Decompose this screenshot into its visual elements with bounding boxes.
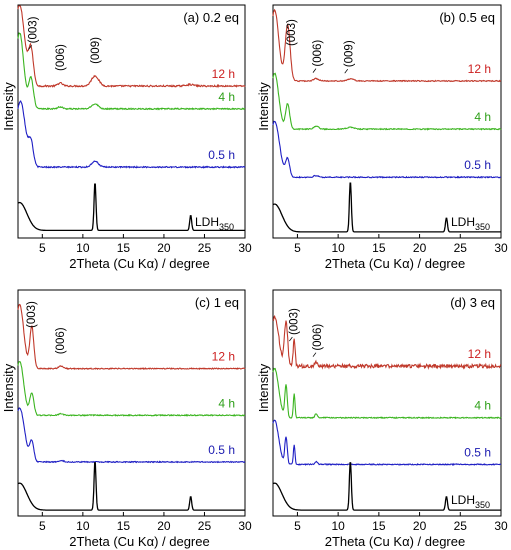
x-axis-label: 2Theta (Cu Kα) / degree [69,256,209,271]
panel-title: (a) 0.2 eq [183,10,239,25]
x-tick-label: 20 [413,519,427,533]
trace-LDH [272,182,501,233]
annotation-pointer [312,352,317,357]
x-tick-label: 25 [198,241,212,255]
annotation-pointer [289,336,293,342]
panel-title: (d) 3 eq [450,295,495,310]
panel-3: 12 h 4 h 0.5 h (c) 1 eq (003) (006) 5 10 15 20 25 3… [1,289,252,549]
x-axis-label: 2Theta (Cu Kα) / degree [69,534,209,549]
y-axis-label: Intensity [1,82,16,131]
x-tick-label: 20 [413,241,427,255]
hkl-annotation: (003) [28,16,40,43]
x-axis-label: 2Theta (Cu Kα) / degree [325,534,465,549]
hkl-annotation: (006) [55,44,67,71]
trace-0p5h [17,100,246,169]
x-tick-label: 10 [76,519,90,533]
trace-4h [272,367,502,420]
x-tick-label: 30 [238,519,252,533]
ldh-label: LDH350 [451,215,490,232]
x-tick-label: 15 [117,241,131,255]
hkl-annotation: (003) [26,301,38,328]
x-axis-label: 2Theta (Cu Kα) / degree [325,256,465,271]
series-label: 4 h [218,396,235,410]
panel-4: 12 h 4 h 0.5 h LDH350 (d) 3 eq (003) (006) 5 10 1… [256,289,508,549]
panel-title: (c) 1 eq [195,295,239,310]
series-label: 0.5 h [208,148,235,162]
trace-12h [17,303,246,371]
trace-LDH [17,183,245,232]
trace-12h [272,8,502,83]
x-tick-label: 10 [331,241,345,255]
series-label: 0.5 h [464,158,491,172]
y-axis-label: Intensity [256,363,271,412]
y-axis-label: Intensity [1,363,16,412]
panel-title: (b) 0.5 eq [439,10,495,25]
y-axis-label: Intensity [256,82,271,131]
hkl-annotation: (006) [312,324,324,351]
x-tick-label: 30 [238,241,252,255]
trace-4h [17,360,246,417]
series-label: 12 h [468,62,491,76]
series-label: 0.5 h [464,445,491,459]
trace-12h [17,5,246,89]
panel-1: 12 h 4 h 0.5 h LDH350 (a) 0.2 eq (003) (006) (0… [1,4,252,271]
annotation-pointer [312,68,317,73]
hkl-annotation: (006) [55,327,67,354]
trace-12h [272,314,502,370]
x-tick-label: 30 [494,519,508,533]
ldh-label: LDH350 [451,493,490,510]
hkl-annotation: (009) [344,40,356,67]
x-tick-label: 25 [454,241,468,255]
x-tick-label: 15 [372,519,386,533]
x-tick-label: 20 [157,519,171,533]
ldh-label: LDH350 [195,215,234,232]
trace-0p5h [272,120,501,179]
x-tick-label: 5 [294,241,301,255]
plot-frame [17,289,246,517]
x-tick-label: 20 [157,241,171,255]
series-label: 4 h [474,110,491,124]
annotation-pointer [344,68,349,74]
annotation-pointer [28,45,32,50]
x-tick-label: 25 [198,519,212,533]
series-label: 12 h [212,67,235,81]
plot-frame [272,4,502,239]
hkl-annotation: (006) [312,40,324,67]
x-tick-label: 5 [294,519,301,533]
x-tick-label: 15 [372,241,386,255]
hkl-annotation: (009) [90,37,102,64]
series-label: 4 h [474,399,491,413]
panel-2: 12 h 4 h 0.5 h LDH350 (b) 0.5 eq (003) (006) (0… [256,4,508,271]
plot-frame [272,289,502,517]
hkl-annotation: (003) [288,308,300,335]
trace-0p5h [272,419,501,466]
x-tick-label: 5 [39,519,46,533]
series-label: 12 h [212,350,235,364]
x-tick-label: 15 [117,519,131,533]
series-label: 4 h [218,90,235,104]
x-tick-label: 30 [494,241,508,255]
trace-4h [17,32,246,111]
x-tick-label: 25 [454,519,468,533]
trace-0p5h [17,407,246,464]
series-label: 0.5 h [208,443,235,457]
hkl-annotation: (003) [286,19,298,46]
plot-frame [17,4,246,239]
x-tick-label: 10 [331,519,345,533]
series-label: 12 h [468,347,491,361]
x-tick-label: 10 [76,241,90,255]
trace-LDH [272,462,501,511]
trace-4h [272,72,502,131]
x-tick-label: 5 [39,241,46,255]
trace-LDH [17,462,245,511]
